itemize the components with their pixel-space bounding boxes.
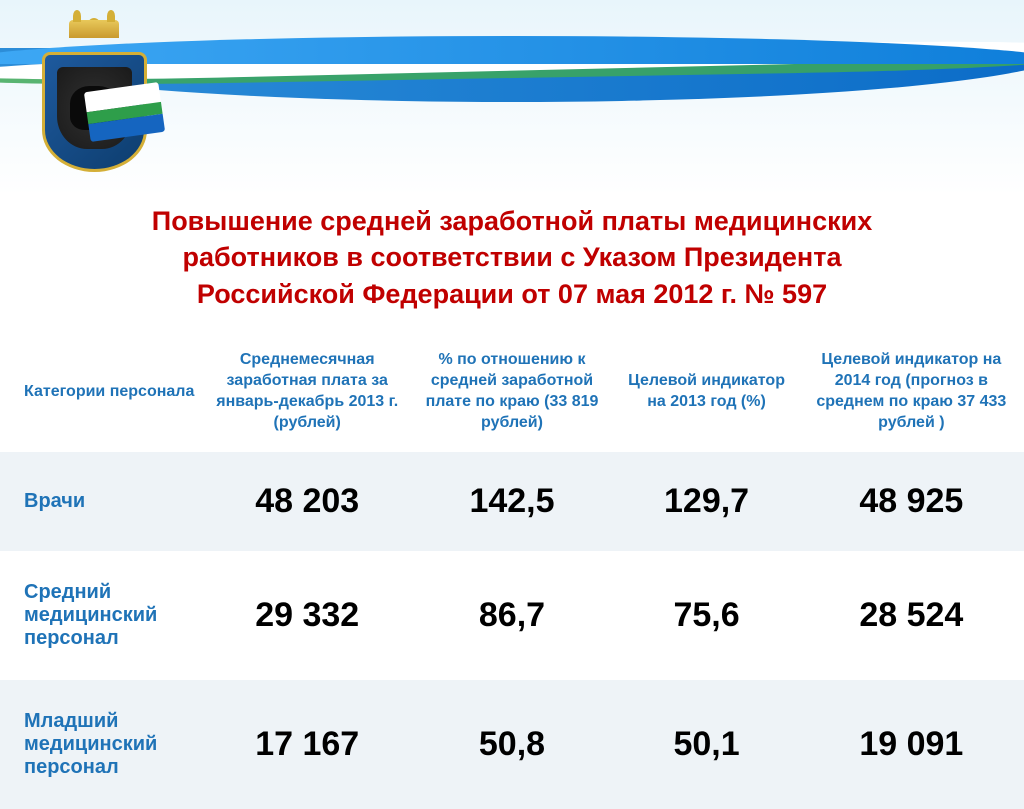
- value-cell: 129,7: [614, 452, 798, 551]
- table-row: Младший медицинский персонал 17 167 50,8…: [0, 680, 1024, 809]
- table-body: Врачи 48 203 142,5 129,7 48 925 Средний …: [0, 452, 1024, 809]
- table-row: Средний медицинский персонал 29 332 86,7…: [0, 551, 1024, 680]
- table-header-row: Категории персонала Среднемесячная зараб…: [0, 332, 1024, 451]
- value-cell: 142,5: [410, 452, 615, 551]
- col-header-ratio: % по отношению к средней заработной плат…: [410, 332, 615, 451]
- salary-table: Категории персонала Среднемесячная зараб…: [0, 332, 1024, 808]
- value-cell: 50,1: [614, 680, 798, 809]
- title-line-1: Повышение средней заработной платы медиц…: [152, 206, 872, 236]
- value-cell: 50,8: [410, 680, 615, 809]
- col-header-category: Категории персонала: [0, 332, 205, 451]
- header-banner: [0, 0, 1024, 195]
- value-cell: 48 203: [205, 452, 410, 551]
- col-header-salary: Среднемесячная заработная плата за январ…: [205, 332, 410, 451]
- regional-emblem: [28, 10, 160, 172]
- crown-icon: [64, 20, 124, 50]
- title-line-2: работников в соответствии с Указом Прези…: [183, 242, 842, 272]
- category-cell: Младший медицинский персонал: [0, 680, 205, 809]
- category-cell: Врачи: [0, 452, 205, 551]
- col-header-target-2013: Целевой индикатор на 2013 год (%): [614, 332, 798, 451]
- value-cell: 86,7: [410, 551, 615, 680]
- table-row: Врачи 48 203 142,5 129,7 48 925: [0, 452, 1024, 551]
- flag-icon: [83, 82, 164, 142]
- value-cell: 19 091: [799, 680, 1024, 809]
- category-cell: Средний медицинский персонал: [0, 551, 205, 680]
- value-cell: 28 524: [799, 551, 1024, 680]
- value-cell: 48 925: [799, 452, 1024, 551]
- value-cell: 29 332: [205, 551, 410, 680]
- slide-title: Повышение средней заработной платы медиц…: [0, 195, 1024, 332]
- col-header-target-2014: Целевой индикатор на 2014 год (прогноз в…: [799, 332, 1024, 451]
- value-cell: 75,6: [614, 551, 798, 680]
- title-line-3: Российской Федерации от 07 мая 2012 г. №…: [197, 279, 827, 309]
- shield-icon: [42, 52, 147, 172]
- value-cell: 17 167: [205, 680, 410, 809]
